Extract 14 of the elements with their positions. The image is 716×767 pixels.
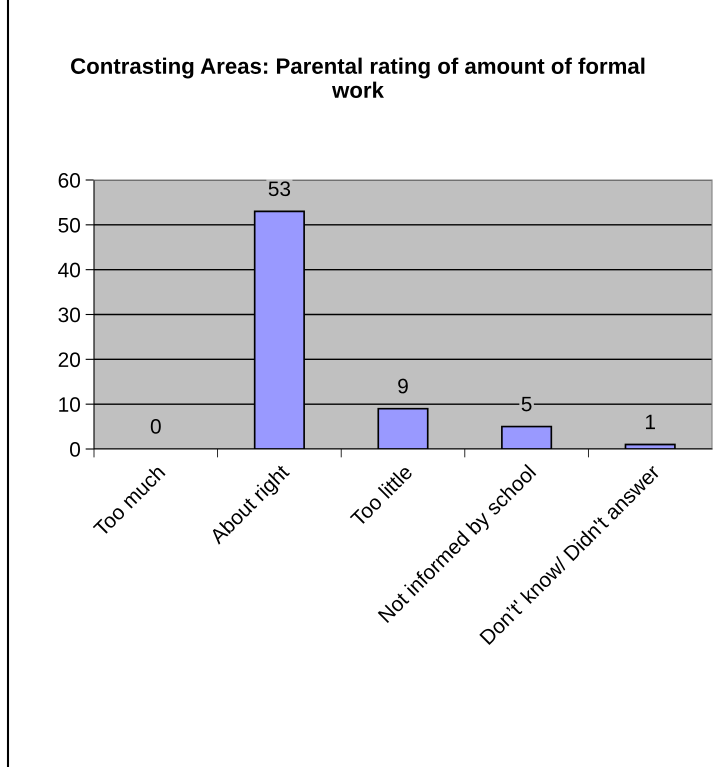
data-label: 1 xyxy=(646,414,655,430)
x-tick-label: Too little xyxy=(349,464,414,528)
chart-title: Contrasting Areas: Parental rating of amount of formal work xyxy=(71,58,644,98)
y-tick-label: 0 xyxy=(70,442,80,457)
y-tick-label: 20 xyxy=(58,352,80,368)
data-label: 53 xyxy=(268,181,290,196)
data-label: 9 xyxy=(398,378,408,394)
y-tick-label: 50 xyxy=(58,218,80,233)
data-label: 0 xyxy=(150,419,161,434)
y-tick-label: 30 xyxy=(58,308,80,322)
y-tick-label: 10 xyxy=(59,397,80,412)
y-tick-label: 60 xyxy=(58,173,80,188)
data-label: 5 xyxy=(522,396,532,412)
y-tick-label: 40 xyxy=(58,262,80,278)
